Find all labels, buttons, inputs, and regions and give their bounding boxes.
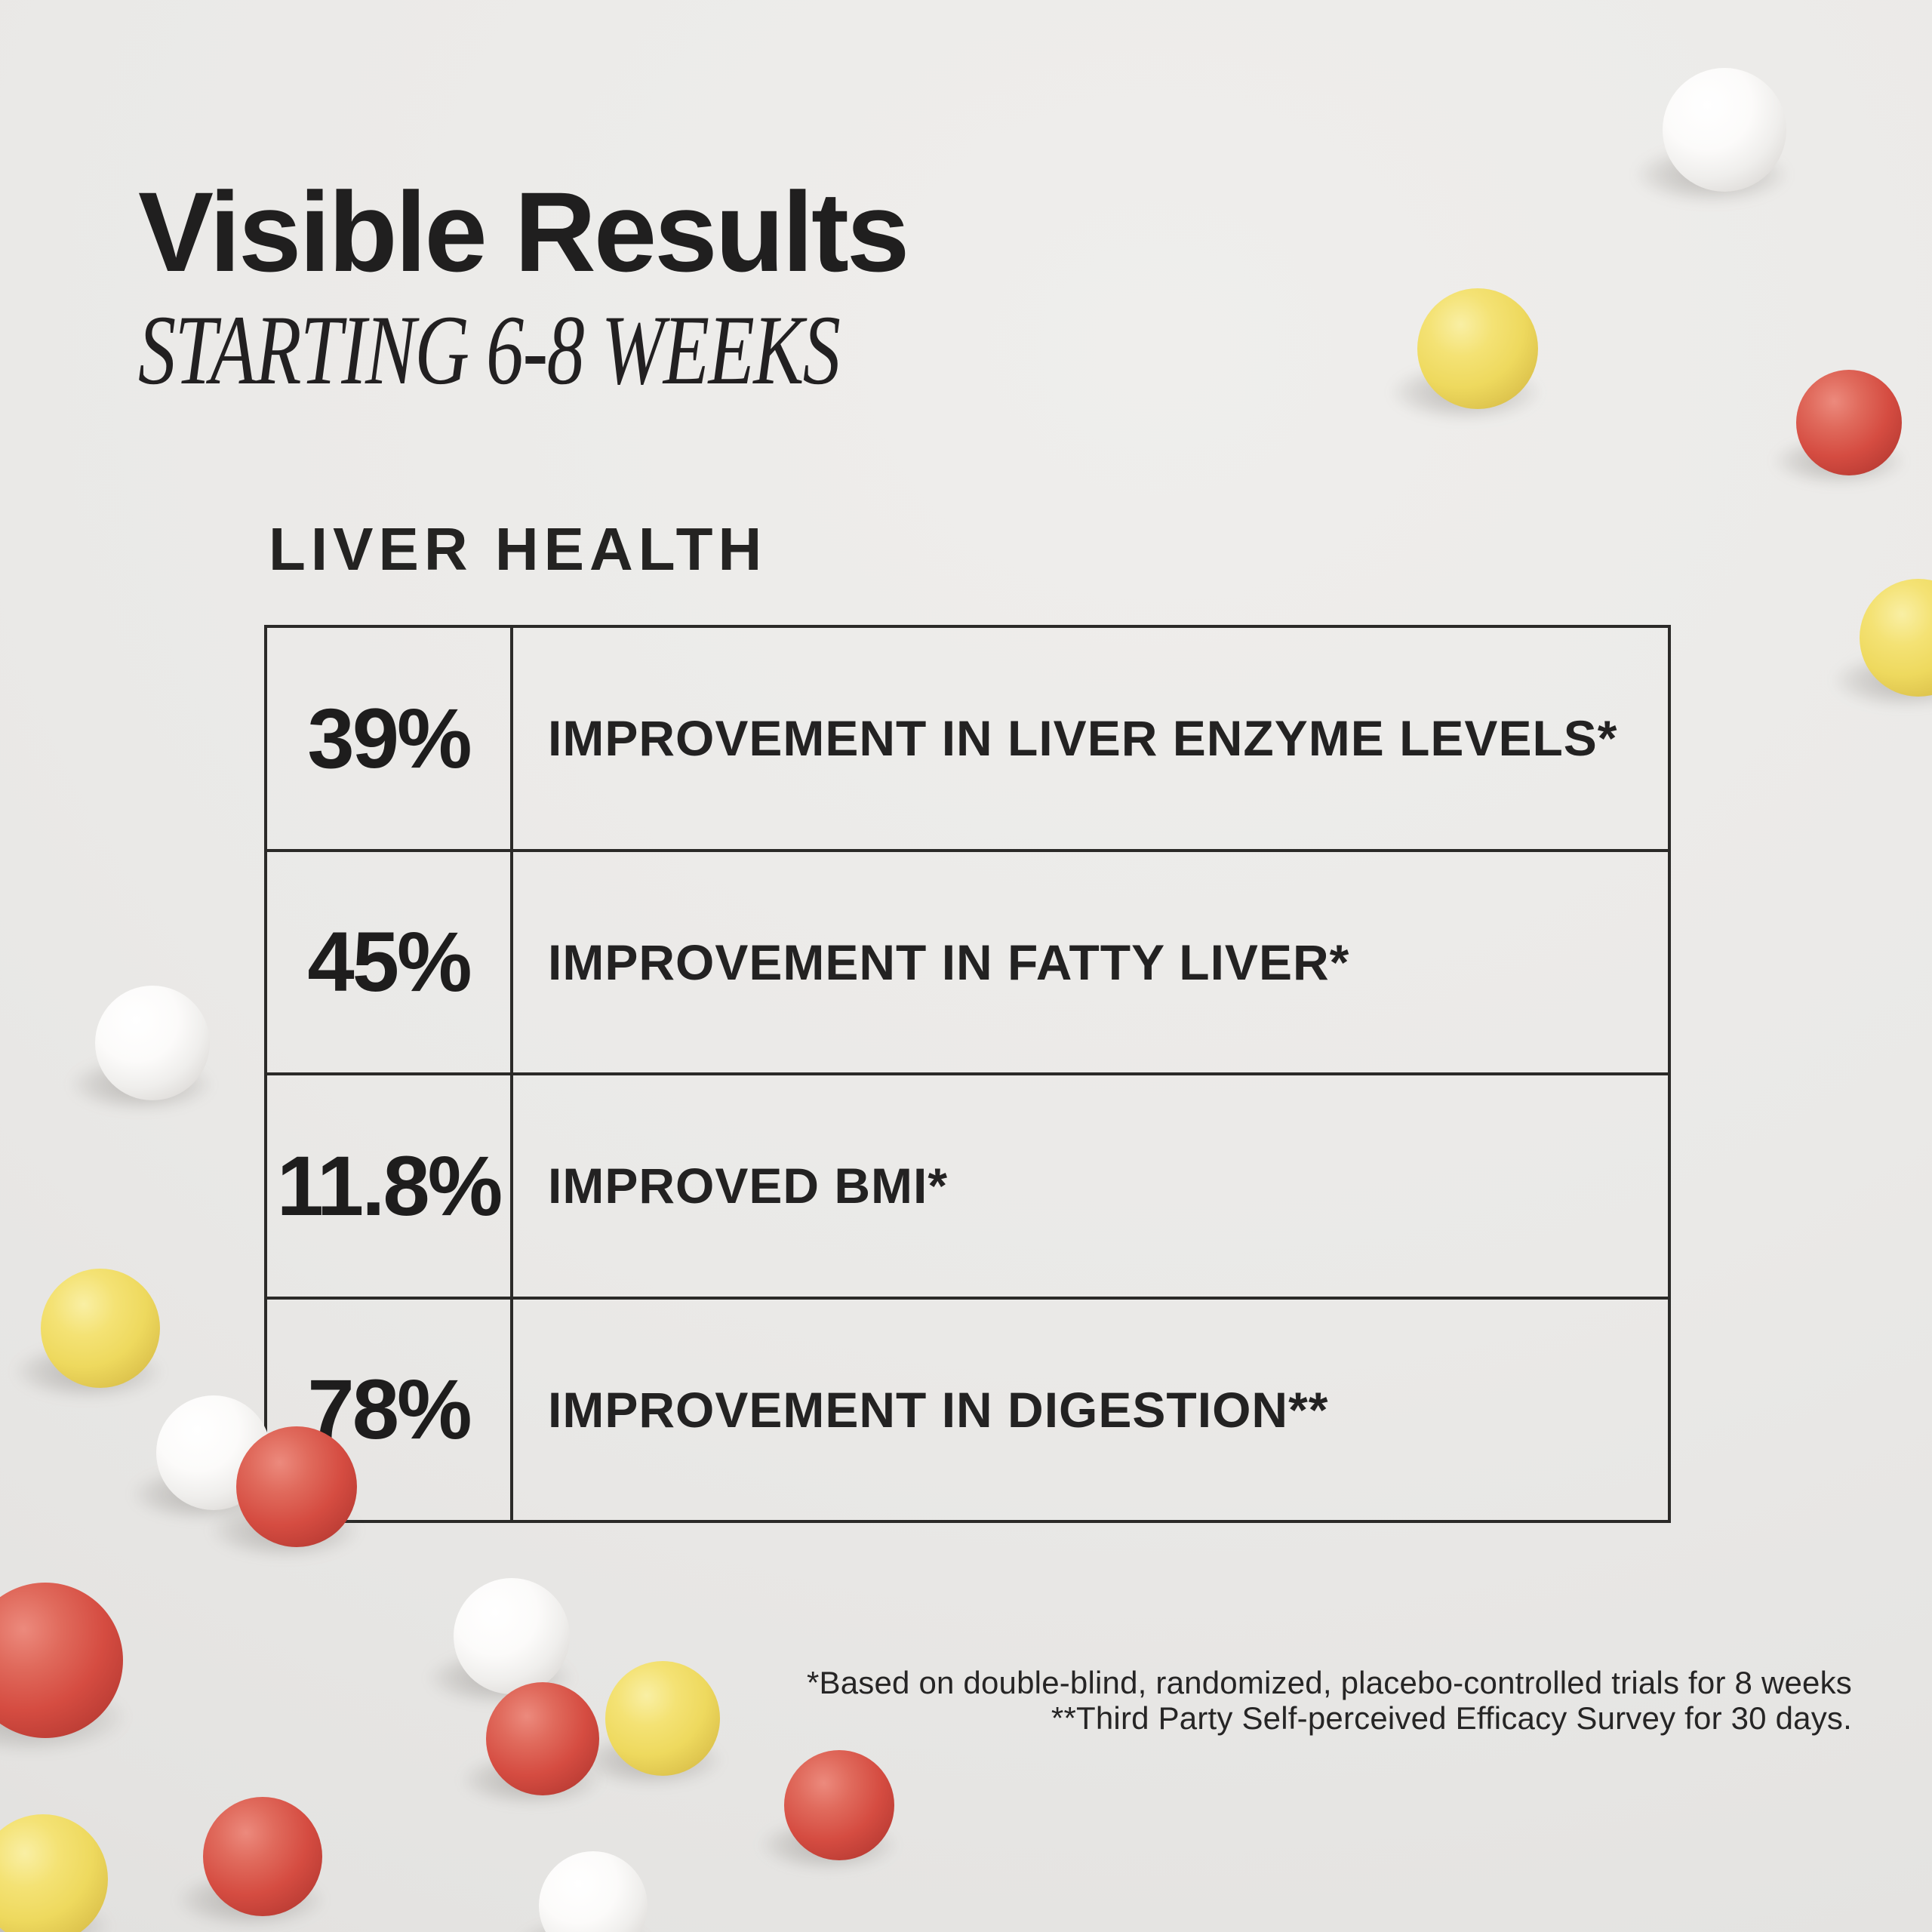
red-ball <box>1796 370 1902 475</box>
white-ball <box>1663 68 1786 192</box>
ball-shadow <box>14 1343 163 1400</box>
table-row: 45% IMPROVEMENT IN FATTY LIVER* <box>267 848 1668 1072</box>
white-ball <box>95 986 210 1100</box>
ball-shadow <box>0 1895 112 1932</box>
page-title: Visible Results <box>138 168 909 295</box>
yellow-ball <box>1860 579 1932 697</box>
table-row: 78% IMPROVEMENT IN DIGESTION** <box>267 1296 1668 1520</box>
ball-shadow <box>130 1467 274 1522</box>
ball-shadow <box>759 1819 897 1872</box>
outcome-label: IMPROVED BMI* <box>510 1075 1668 1297</box>
percent-value: 39% <box>307 691 472 786</box>
ball-shadow <box>1832 652 1932 709</box>
percent-value: 11.8% <box>276 1138 503 1233</box>
ball-shadow <box>427 1651 573 1706</box>
red-ball <box>0 1583 123 1738</box>
yellow-ball <box>1417 288 1538 409</box>
red-ball <box>486 1682 599 1795</box>
ball-shadow <box>1390 364 1541 421</box>
ball-shadow <box>1635 145 1790 205</box>
ball-shadow <box>460 1752 602 1807</box>
results-table: 39% IMPROVEMENT IN LIVER ENZYME LEVELS* … <box>264 625 1671 1523</box>
outcome-label: IMPROVEMENT IN DIGESTION** <box>510 1299 1668 1520</box>
red-ball <box>784 1750 894 1860</box>
white-ball <box>539 1851 648 1932</box>
table-row: 11.8% IMPROVED BMI* <box>267 1072 1668 1297</box>
ball-shadow <box>514 1919 651 1932</box>
white-ball <box>454 1578 570 1694</box>
yellow-ball <box>41 1269 160 1388</box>
footnotes: *Based on double-blind, randomized, plac… <box>807 1665 1852 1736</box>
ball-shadow <box>69 1057 213 1112</box>
section-heading: LIVER HEALTH <box>269 515 768 583</box>
percent-value: 78% <box>307 1362 472 1457</box>
yellow-ball <box>0 1814 108 1932</box>
ball-shadow <box>0 1679 128 1754</box>
outcome-label: IMPROVEMENT IN FATTY LIVER* <box>510 851 1668 1072</box>
white-ball <box>156 1395 271 1510</box>
table-row: 39% IMPROVEMENT IN LIVER ENZYME LEVELS* <box>267 628 1668 849</box>
page-subtitle-text: STARTING 6-8 WEEKS <box>138 294 841 405</box>
yellow-ball <box>605 1661 720 1776</box>
percent-value: 45% <box>307 915 472 1010</box>
red-ball <box>203 1797 322 1916</box>
ball-shadow <box>1772 435 1905 486</box>
page-subtitle: STARTING 6-8 WEEKS <box>138 300 1061 400</box>
outcome-label: IMPROVEMENT IN LIVER ENZYME LEVELS* <box>510 628 1668 849</box>
footnote-line-2: **Third Party Self-perceived Efficacy Su… <box>1051 1700 1852 1737</box>
ball-shadow <box>579 1733 723 1788</box>
ball-shadow <box>176 1871 325 1928</box>
footnote-line-1: *Based on double-blind, randomized, plac… <box>806 1665 1852 1700</box>
